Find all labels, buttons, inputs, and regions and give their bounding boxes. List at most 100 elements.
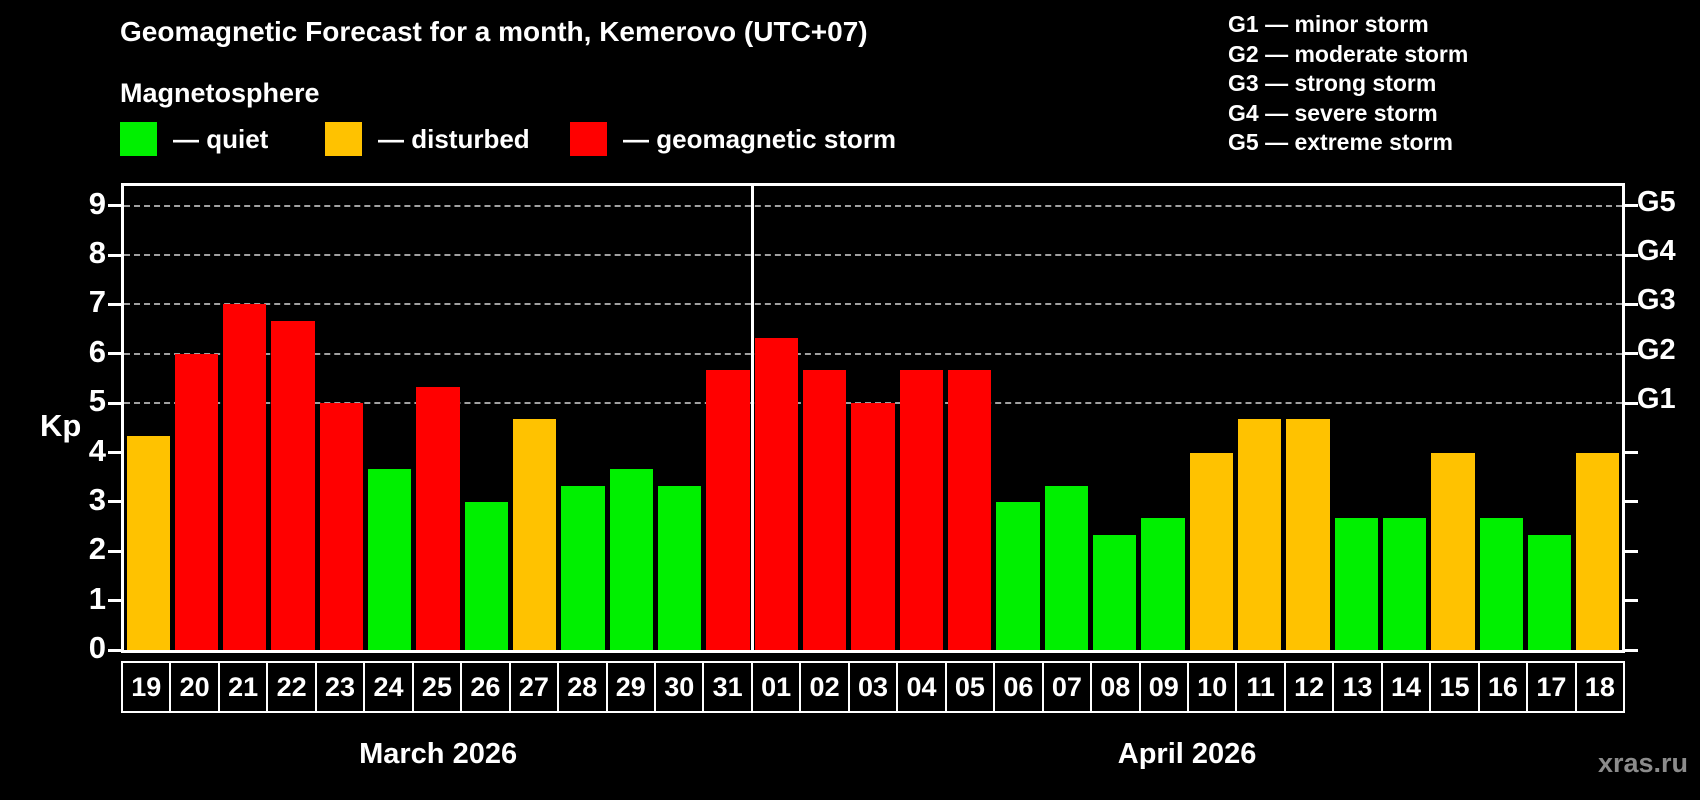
gridline-kp8 (124, 254, 1622, 257)
date-cell-03: 03 (847, 661, 899, 713)
g-legend-line-g4: G4 — severe storm (1228, 99, 1438, 126)
date-cell-01: 01 (750, 661, 802, 713)
kp-bar-day-14 (1382, 518, 1427, 650)
legend-label-quiet: — quiet (173, 123, 269, 154)
y-tick-left-0 (108, 648, 121, 652)
kp-bar-day-08 (1092, 535, 1137, 650)
y-tick-label-0: 0 (88, 630, 106, 665)
kp-bar-day-28 (561, 485, 605, 650)
date-cell-26: 26 (460, 661, 511, 713)
kp-bar-day-01 (754, 337, 798, 650)
date-cell-18: 18 (1574, 661, 1626, 713)
y-tick-right-3 (1625, 500, 1638, 504)
gridline-kp7 (124, 303, 1622, 306)
month-label-march: March 2026 (359, 738, 518, 770)
kp-bar-day-16 (1479, 518, 1523, 650)
kp-bar-day-04 (899, 370, 943, 650)
kp-bar-day-27 (513, 419, 557, 650)
kp-bar-day-18 (1576, 452, 1620, 650)
date-cell-12: 12 (1283, 661, 1335, 713)
y-tick-right-2 (1625, 549, 1638, 553)
date-cell-25: 25 (411, 661, 463, 713)
date-cell-15: 15 (1429, 661, 1480, 713)
page-title: Geomagnetic Forecast for a month, Kemero… (120, 16, 868, 47)
legend-label-disturbed: — disturbed (378, 123, 530, 154)
date-cell-17: 17 (1526, 661, 1577, 713)
kp-bar-day-20 (174, 353, 219, 650)
kp-bar-day-07 (1044, 485, 1088, 650)
kp-bar-day-26 (464, 501, 509, 650)
date-cell-30: 30 (653, 661, 705, 713)
kp-bar-day-25 (416, 386, 460, 650)
y-tick-label-3: 3 (88, 481, 106, 517)
kp-bar-day-13 (1334, 518, 1378, 650)
g-legend-line-g1: G1 — minor storm (1228, 11, 1429, 37)
g-legend-line-g3: G3 — strong storm (1228, 70, 1437, 96)
date-cell-14: 14 (1380, 661, 1432, 713)
kp-bar-day-06 (996, 501, 1040, 650)
date-cell-08: 08 (1090, 661, 1141, 713)
kp-bar-day-30 (658, 485, 702, 650)
y-tick-left-3 (108, 500, 121, 504)
kp-bar-day-12 (1286, 419, 1330, 650)
y-tick-label-4: 4 (88, 432, 106, 468)
y-tick-left-5 (108, 401, 121, 405)
month-label-april: April 2026 (1117, 738, 1257, 770)
kp-bar-day-05 (947, 370, 992, 650)
legend-swatch-disturbed (325, 122, 362, 156)
legend-item-storm: — geomagnetic storm (570, 121, 896, 157)
date-cell-10: 10 (1186, 661, 1238, 713)
gridline-kp5 (124, 402, 1622, 405)
date-cell-19: 19 (121, 661, 172, 713)
date-cell-29: 29 (605, 661, 656, 713)
kp-bar-day-23 (319, 403, 364, 650)
y-tick-left-1 (108, 599, 121, 603)
right-axis-label-g3: G3 (1637, 284, 1676, 317)
legend-item-quiet: — quiet (120, 121, 268, 157)
legend-swatch-storm (570, 122, 607, 156)
date-cell-06: 06 (993, 661, 1044, 713)
y-tick-label-6: 6 (88, 333, 106, 369)
y-tick-right-9 (1625, 204, 1638, 208)
date-cell-27: 27 (508, 661, 560, 713)
date-cell-22: 22 (266, 661, 317, 713)
y-tick-left-7 (108, 302, 121, 306)
kp-bar-day-10 (1189, 452, 1233, 650)
y-tick-left-9 (108, 204, 121, 208)
kp-bar-day-09 (1141, 518, 1185, 650)
right-axis-label-g2: G2 (1637, 333, 1676, 366)
y-tick-right-7 (1625, 302, 1638, 306)
y-tick-label-5: 5 (88, 383, 106, 419)
date-cell-21: 21 (217, 661, 269, 713)
y-tick-right-4 (1625, 451, 1638, 455)
kp-bar-day-19 (126, 436, 170, 650)
g-legend-line-g2: G2 — moderate storm (1228, 40, 1469, 67)
y-tick-label-9: 9 (88, 185, 106, 221)
y-tick-left-6 (108, 352, 121, 356)
y-tick-label-2: 2 (88, 531, 106, 567)
kp-bar-day-24 (368, 468, 412, 650)
y-tick-right-6 (1625, 352, 1638, 356)
legend-item-disturbed: — disturbed (325, 121, 530, 157)
g-legend-line-g5: G5 — extreme storm (1228, 129, 1453, 155)
plot-area: 0 1 2 3 4 5 6 7 8 9 G1 G2 G3 G4 G5 (89, 183, 1676, 665)
date-cell-28: 28 (557, 661, 608, 713)
y-tick-right-0 (1625, 648, 1638, 652)
gridline-kp6 (124, 352, 1622, 355)
date-strip: 19 20 21 22 23 24 25 26 27 28 29 30 31 01 02 03 04 05 06 07… (121, 661, 1626, 713)
watermark: xras.ru (1597, 748, 1688, 778)
y-tick-label-8: 8 (88, 235, 106, 271)
month-separator (750, 186, 754, 650)
date-cell-23: 23 (314, 661, 366, 713)
date-cell-05: 05 (944, 661, 996, 713)
right-axis-label-g4: G4 (1637, 235, 1676, 268)
y-tick-left-8 (108, 253, 121, 257)
kp-bar-day-03 (851, 403, 895, 650)
date-cell-09: 09 (1138, 661, 1189, 713)
kp-bar-day-31 (706, 370, 750, 650)
date-cell-31: 31 (702, 661, 753, 713)
kp-bar-day-11 (1237, 419, 1282, 650)
chart-subtitle: Magnetosphere (120, 78, 320, 108)
date-cell-20: 20 (169, 661, 220, 713)
